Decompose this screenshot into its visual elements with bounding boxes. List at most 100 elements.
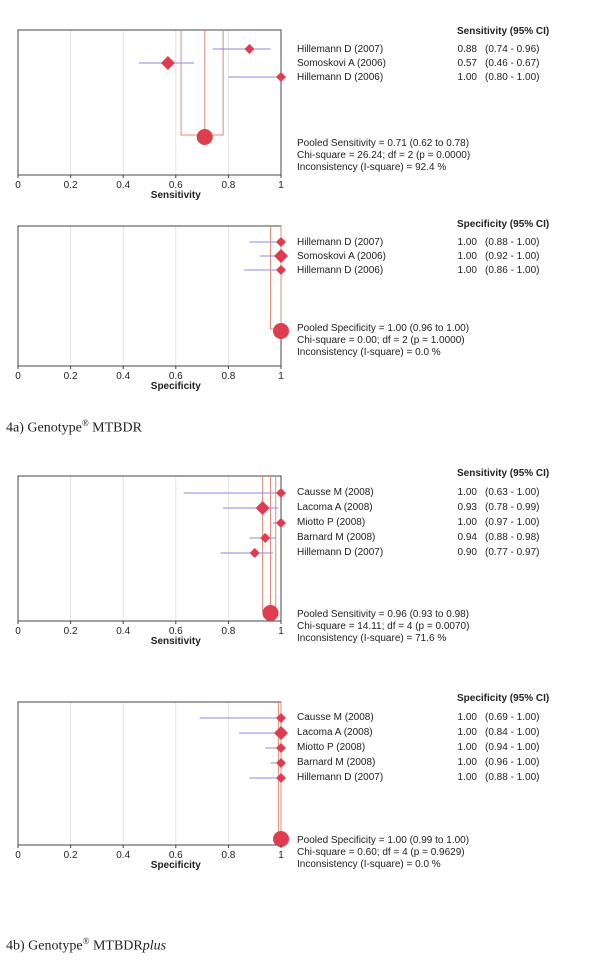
- study-marker: [274, 249, 288, 263]
- column-header: Sensitivity (95% CI): [457, 468, 550, 479]
- x-tick-label: 1: [278, 850, 284, 861]
- x-tick-label: 0.8: [221, 180, 235, 191]
- x-tick-label: 0: [15, 371, 21, 382]
- x-tick-label: 1: [278, 626, 284, 637]
- forest-plot-sensitivity-4a: 0 0.2 0.4 0.6 0.8 1 Sensitivity: [15, 29, 293, 205]
- study-marker: [276, 72, 286, 82]
- plot-frame: [17, 701, 282, 846]
- forest-plot-specificity-4a: 0 0.2 0.4 0.6 0.8 1 Specificity: [15, 225, 293, 396]
- inconsistency-i-square: Inconsistency (I-square) = 71.6 %: [297, 633, 447, 644]
- study-name: Barnard M (2008): [297, 532, 376, 543]
- study-marker: [276, 713, 286, 723]
- figure-caption-4b: 4b) Genotype® MTBDRplus: [6, 936, 166, 955]
- plot-svg: 0 0.2 0.4 0.6 0.8 1 Sensitivity: [15, 29, 286, 201]
- x-axis-label: Sensitivity: [151, 190, 201, 201]
- x-tick-label: 0: [15, 850, 21, 861]
- study-ci: (0.46 - 0.67): [485, 58, 540, 69]
- pooled-marker: [273, 323, 289, 339]
- study-ci: (0.84 - 1.00): [485, 727, 540, 738]
- inconsistency-i-square: Inconsistency (I-square) = 0.0 %: [297, 347, 441, 358]
- study-name: Miotto P (2008): [297, 517, 366, 528]
- pooled-estimate: Pooled Sensitivity = 0.96 (0.93 to 0.98): [297, 609, 470, 620]
- pooled-estimate: Pooled Sensitivity = 0.71 (0.62 to 0.78): [297, 138, 470, 149]
- pooled-summary: Pooled Sensitivity = 0.96 (0.93 to 0.98)…: [297, 609, 469, 645]
- heterogeneity-chi-square: Chi-square = 26.24; df = 2 (p = 0.0000): [297, 150, 471, 161]
- figure-caption-4a: 4a) Genotype® MTBDR: [6, 418, 142, 437]
- study-marker: [160, 56, 175, 70]
- x-axis-label: Specificity: [151, 381, 201, 392]
- pooled-summary: Pooled Specificity = 1.00 (0.96 to 1.00)…: [297, 323, 469, 359]
- study-ci: (0.63 - 1.00): [485, 487, 540, 498]
- caption-prefix: 4a) Genotype: [6, 420, 82, 436]
- plot-svg: 0 0.2 0.4 0.6 0.8 1 Specificity: [15, 225, 289, 392]
- heterogeneity-chi-square: Chi-square = 14.11; df = 4 (p = 0.0070): [297, 621, 470, 632]
- x-tick-label: 1: [278, 371, 284, 382]
- x-axis-label: Sensitivity: [151, 636, 201, 647]
- study-name: Hillemann D (2007): [297, 237, 384, 248]
- study-name: Somoskovi A (2006): [297, 251, 386, 262]
- x-tick-label: 0.6: [169, 850, 183, 861]
- pooled-summary: Pooled Sensitivity = 0.71 (0.62 to 0.78)…: [297, 138, 470, 174]
- pooled-ci-box: [262, 476, 277, 612]
- x-tick-label: 0.8: [221, 371, 235, 382]
- registered-mark: ®: [81, 418, 89, 428]
- study-estimate: 1.00: [457, 742, 477, 753]
- study-ci: (0.88 - 1.00): [485, 772, 540, 783]
- x-tick-label: 0.8: [221, 850, 235, 861]
- pooled-marker: [262, 605, 279, 621]
- plot-svg: 0 0.2 0.4 0.6 0.8 1 Specificity: [15, 701, 289, 871]
- study-estimate: 0.93: [457, 502, 477, 513]
- study-name: Hillemann D (2006): [297, 72, 384, 83]
- study-name: Hillemann D (2007): [297, 547, 384, 558]
- forest-plot-sensitivity-4b: 0 0.2 0.4 0.6 0.8 1 Sensitivity: [15, 475, 293, 651]
- x-tick-label: 0.2: [64, 180, 78, 191]
- study-name: Lacoma A (2008): [297, 727, 373, 738]
- study-estimate: 0.57: [457, 58, 477, 69]
- x-tick-label: 0.2: [64, 371, 78, 382]
- study-marker: [276, 743, 286, 753]
- study-ci: (0.78 - 0.99): [485, 502, 540, 513]
- study-marker: [276, 773, 286, 783]
- registered-mark: ®: [82, 936, 90, 946]
- study-estimate: 0.90: [457, 547, 477, 558]
- heterogeneity-chi-square: Chi-square = 0.00; df = 2 (p = 1.0000): [297, 335, 465, 346]
- study-name: Somoskovi A (2006): [297, 58, 386, 69]
- study-marker: [244, 44, 255, 54]
- study-marker: [276, 237, 286, 247]
- heterogeneity-chi-square: Chi-square = 0.60; df = 4 (p = 0.9629): [297, 847, 465, 858]
- x-tick-label: 0.4: [116, 850, 130, 861]
- study-marker: [260, 533, 271, 543]
- study-ci: (0.86 - 1.00): [485, 265, 540, 276]
- study-marker: [276, 518, 286, 528]
- x-tick-label: 0.4: [116, 180, 130, 191]
- study-estimate: 1.00: [457, 712, 477, 723]
- plot-frame: [17, 475, 282, 622]
- study-name: Hillemann D (2006): [297, 265, 384, 276]
- x-tick-label: 0: [15, 626, 21, 637]
- x-tick-label: 0.2: [64, 850, 78, 861]
- study-estimate: 0.94: [457, 532, 477, 543]
- x-tick-label: 0.2: [64, 626, 78, 637]
- study-estimate: 1.00: [457, 72, 477, 83]
- study-ci: (0.69 - 1.00): [485, 712, 540, 723]
- plot-svg: 0 0.2 0.4 0.6 0.8 1 Sensitivity: [15, 475, 286, 647]
- column-header: Sensitivity (95% CI): [457, 26, 550, 37]
- pooled-summary: Pooled Specificity = 1.00 (0.99 to 1.00)…: [297, 835, 469, 871]
- study-estimate: 1.00: [457, 757, 477, 768]
- study-ci: (0.80 - 1.00): [485, 72, 540, 83]
- x-tick-label: 0.4: [116, 626, 130, 637]
- study-ci: (0.96 - 1.00): [485, 757, 540, 768]
- pooled-estimate: Pooled Specificity = 1.00 (0.96 to 1.00): [297, 323, 470, 334]
- study-ci: (0.74 - 0.96): [485, 44, 540, 55]
- study-ci: (0.88 - 0.98): [485, 532, 540, 543]
- caption-product: MTBDR: [92, 938, 143, 954]
- inconsistency-i-square: Inconsistency (I-square) = 0.0 %: [297, 859, 441, 870]
- study-estimate: 1.00: [457, 487, 477, 498]
- study-ci: (0.94 - 1.00): [485, 742, 540, 753]
- study-estimate: 1.00: [457, 265, 477, 276]
- plot-frame: [17, 29, 282, 176]
- inconsistency-i-square: Inconsistency (I-square) = 92.4 %: [297, 162, 447, 173]
- study-marker: [276, 488, 286, 498]
- study-name: Miotto P (2008): [297, 742, 366, 753]
- column-header: Specificity (95% CI): [457, 693, 550, 704]
